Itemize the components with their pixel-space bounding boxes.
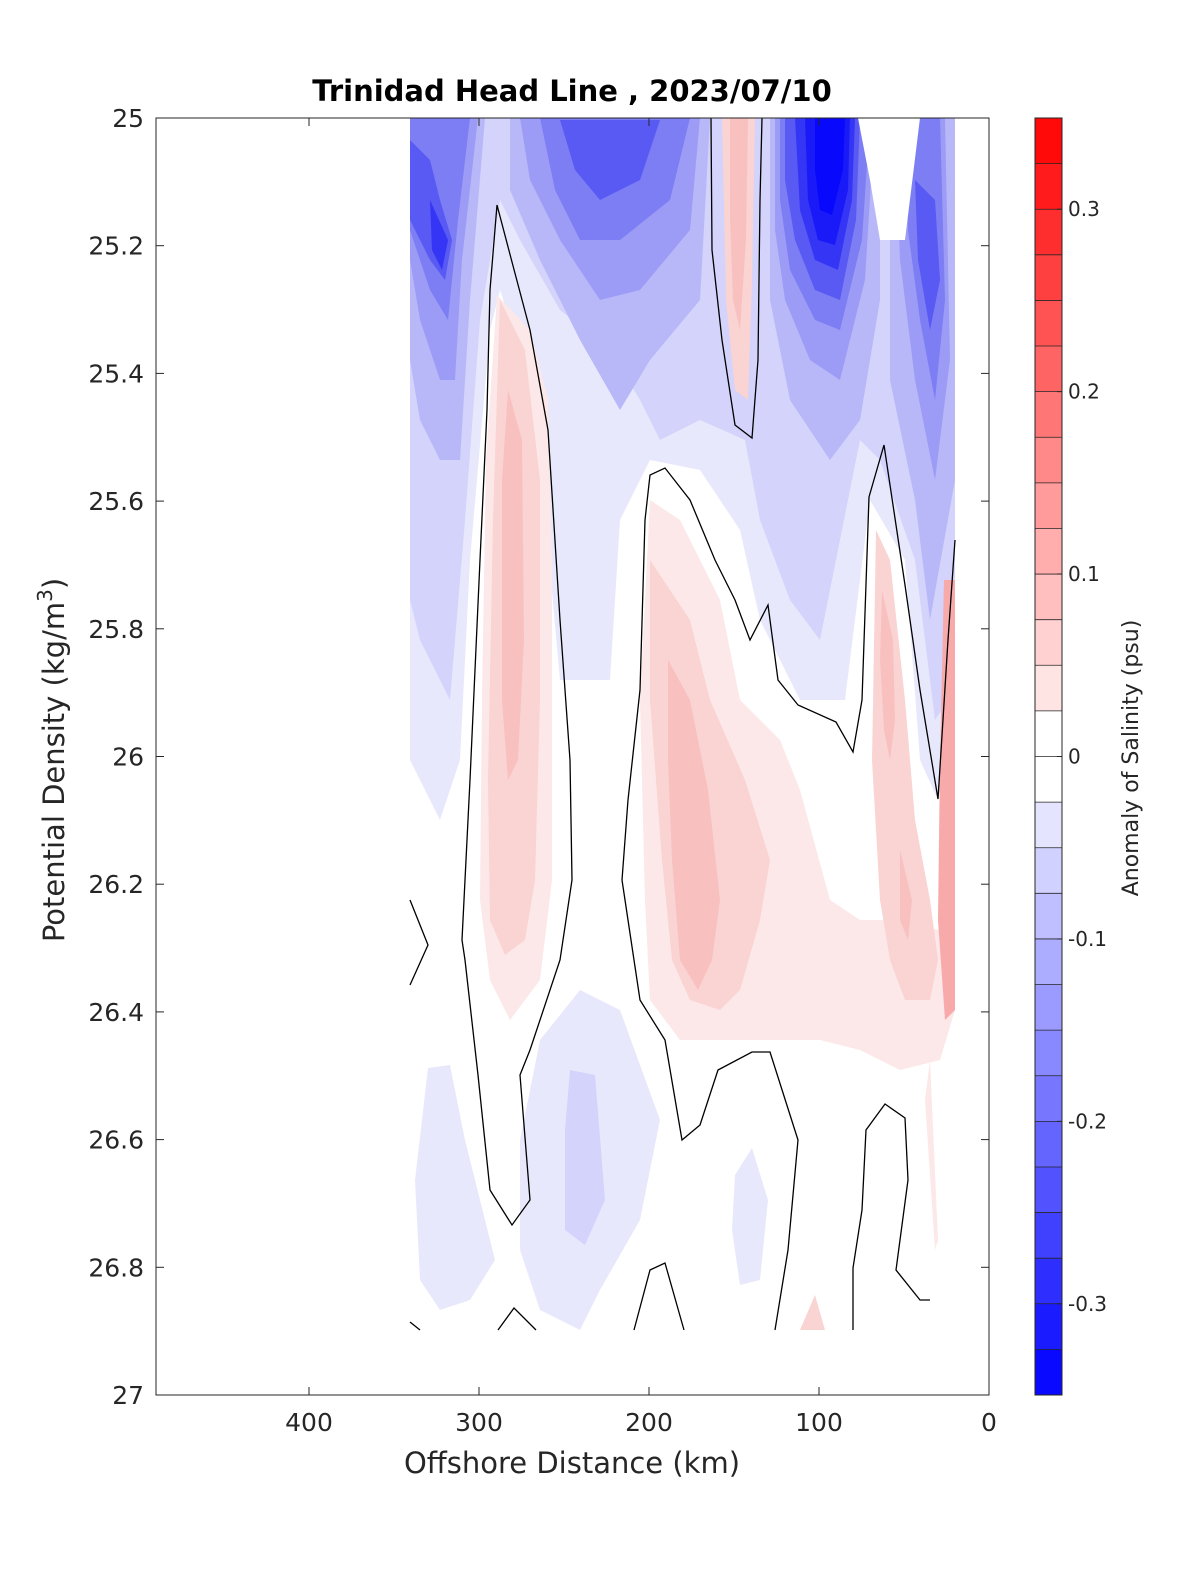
x-axis-title: Offshore Distance (km) [404,1446,740,1480]
x-tick-label: 100 [795,1408,843,1437]
colorbar-level [1035,710,1062,757]
y-axis-title-close: ) [37,578,71,589]
colorbar-level [1035,437,1062,484]
colorbar-level [1035,847,1062,894]
colorbar-tick-label: -0.2 [1068,1109,1107,1133]
x-axis: 400 300 200 100 0 [285,118,997,1437]
y-axis-title-sup: 3 [33,589,57,602]
y-tick-label: 26.4 [88,998,144,1027]
colorbar-level [1035,1030,1062,1077]
y-tick-label: 25.8 [88,615,144,644]
colorbar-level [1035,391,1062,438]
colorbar-level [1035,346,1062,393]
x-tick-label: 300 [455,1408,503,1437]
chart-title: Trinidad Head Line , 2023/07/10 [312,74,832,108]
colorbar-level [1035,756,1062,803]
colorbar-level [1035,1303,1062,1350]
y-axis-title: Potential Density (kg/m3) [33,578,71,942]
neg-deep-4 [732,1148,768,1285]
colorbar-title: Anomaly of Salinity (psu) [1119,620,1144,897]
zero-contour-9 [409,1321,421,1331]
colorbar-level [1035,163,1062,210]
zero-contour-6 [852,1103,930,1330]
zero-contours [409,118,956,1331]
zero-contour-1 [461,204,573,1227]
colorbar-level [1035,802,1062,849]
colorbar-level [1035,1212,1062,1259]
y-tick-label: 27 [112,1381,144,1410]
colorbar-level [1035,1121,1062,1168]
colorbar-tick-label: -0.1 [1068,927,1107,951]
colorbar-level [1035,619,1062,666]
colorbar-level [1035,893,1062,940]
colorbar-level [1035,665,1062,712]
zero-contour-2 [409,899,429,986]
pos-deep-1 [800,1295,825,1330]
colorbar-level [1035,984,1062,1031]
colorbar-level [1035,1166,1062,1214]
neg-deep-3 [565,1070,605,1245]
zero-contour-3 [710,118,763,440]
colorbar-tick-label: 0.2 [1068,380,1100,404]
x-tick-label: 200 [625,1408,673,1437]
y-tick-label: 26.2 [88,870,144,899]
zero-contour-5 [621,879,799,1331]
colorbar: 0.3 0.2 0.1 0 -0.1 -0.2 -0.3 [1034,117,1107,1396]
colorbar-level [1035,118,1062,165]
gap-near-shore [858,118,920,240]
neg-deep-1 [415,1065,495,1310]
y-axis: 25 25.2 25.4 25.6 25.8 26 26.2 26.4 26.6 26.8 27 [88,104,989,1410]
neg-band-9 [815,118,845,215]
pos-deep-2 [925,1060,938,1250]
y-tick-label: 25.4 [88,359,144,388]
colorbar-tick-label: 0 [1068,745,1081,769]
pos-band-6 [668,660,720,990]
colorbar-level [1035,1349,1062,1396]
x-tick-label: 0 [981,1408,997,1437]
colorbar-tick-label: 0.3 [1068,197,1100,221]
colorbar-level [1035,1075,1062,1122]
colorbar-level [1035,938,1062,986]
y-tick-label: 25.6 [88,487,144,516]
colorbar-level [1035,574,1062,621]
pos-band-3 [502,390,524,780]
colorbar-level [1035,209,1062,256]
pos-band-8 [880,590,912,940]
pos-band-11 [730,118,748,330]
x-tick-label: 400 [285,1408,333,1437]
colorbar-level [1035,482,1062,529]
contour-fill [410,118,955,1330]
colorbar-level [1035,254,1062,301]
zero-contour-8 [497,1307,537,1331]
zero-contour-7 [633,1262,685,1331]
colorbar-tick-label: 0.1 [1068,562,1100,586]
y-axis-title-main: Potential Density (kg/m [37,602,71,942]
colorbar-level [1035,300,1062,347]
zero-contour-4 [621,444,956,881]
y-tick-label: 25 [112,104,144,133]
colorbar-tick-label: -0.3 [1068,1292,1107,1316]
y-tick-label: 26.8 [88,1253,144,1282]
colorbar-level [1035,1258,1062,1305]
y-tick-label: 26 [112,743,144,772]
pos-band-9 [938,580,955,1020]
y-tick-label: 25.2 [88,232,144,261]
y-tick-label: 26.6 [88,1126,144,1155]
colorbar-level [1035,528,1062,575]
